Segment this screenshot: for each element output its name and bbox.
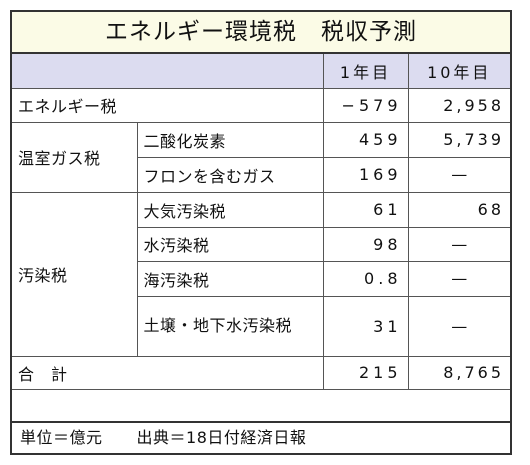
table-row-energy: エネルギー税 −579 2,958 xyxy=(12,87,510,123)
total-year1-value: 215 xyxy=(322,355,409,390)
header-year1: 1年目 xyxy=(322,54,409,89)
table-row-soil: 土壌・地下水汚染税 31 — xyxy=(12,295,510,357)
row-label-water: 水汚染税 xyxy=(137,226,324,262)
row-label-sea: 海汚染税 xyxy=(137,260,324,297)
row-label-co2: 二酸化炭素 xyxy=(136,121,324,158)
row-label-soil: 土壌・地下水汚染税 xyxy=(137,295,324,357)
sea-year1-value: 0.8 xyxy=(322,260,409,297)
header-row: 1年目 10年目 xyxy=(12,54,510,89)
water-year1-value: 98 xyxy=(322,226,409,262)
soil-year1-value: 31 xyxy=(322,295,409,357)
tax-projection-table: 1年目 10年目 エネルギー税 −579 2,958 温室ガス税 二酸化炭素 4… xyxy=(12,54,510,390)
header-blank-cell xyxy=(137,54,324,89)
tax-projection-table-frame: エネルギー環境税 税収予測 1年目 10年目 エネルギー税 −579 2,958… xyxy=(10,10,512,455)
unit-note: 単位＝億元 xyxy=(20,428,103,447)
water-year10-value: — xyxy=(407,226,510,262)
table-row-total: 合 計 215 8,765 xyxy=(12,355,510,390)
sea-year10-value: — xyxy=(407,260,510,297)
row-label-greenhouse: 温室ガス税 xyxy=(12,121,138,193)
air-year1-value: 61 xyxy=(322,191,409,228)
row-label-freon: フロンを含むガス xyxy=(137,156,324,193)
freon-year10-value: — xyxy=(407,156,510,193)
co2-year1-value: 459 xyxy=(322,121,409,158)
table-row-water: 水汚染税 98 — xyxy=(12,226,510,262)
energy-year1-value: −579 xyxy=(322,87,409,123)
table-footer: 単位＝億元 出典＝18日付経済日報 xyxy=(12,421,510,453)
freon-year1-value: 169 xyxy=(322,156,409,193)
co2-year10-value: 5,739 xyxy=(407,121,510,158)
energy-year10-value: 2,958 xyxy=(407,87,510,123)
total-year10-value: 8,765 xyxy=(407,355,510,390)
table-row-air: 汚染税 大気汚染税 61 68 xyxy=(12,191,510,357)
table-row-co2: 温室ガス税 二酸化炭素 459 5,739 xyxy=(12,121,510,193)
soil-year10-value: — xyxy=(407,295,510,357)
row-label-total: 合 計 xyxy=(12,355,324,390)
row-label-energy: エネルギー税 xyxy=(12,87,324,123)
row-label-pollution: 汚染税 xyxy=(12,191,138,357)
header-year10: 10年目 xyxy=(407,54,510,89)
row-label-air: 大気汚染税 xyxy=(136,191,324,228)
source-note: 出典＝18日付経済日報 xyxy=(136,428,307,447)
air-year10-value: 68 xyxy=(407,191,510,228)
table-title: エネルギー環境税 税収予測 xyxy=(12,12,510,54)
table-row-freon: フロンを含むガス 169 — xyxy=(12,156,510,193)
header-blank-cell xyxy=(12,54,137,89)
